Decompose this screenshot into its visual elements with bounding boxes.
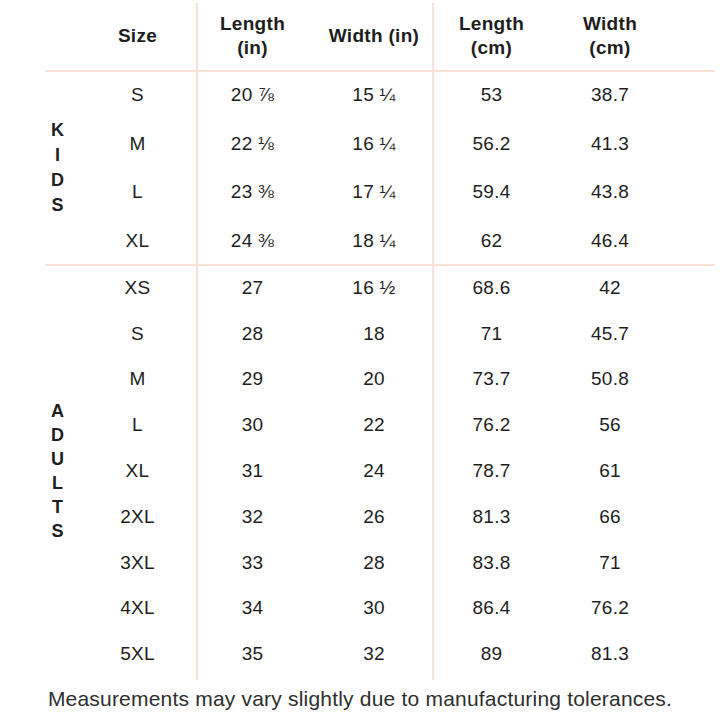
- cell-size: 3XL: [85, 540, 190, 586]
- cell-width-cm: 66: [550, 494, 670, 540]
- cell-width-cm: 50.8: [550, 357, 670, 403]
- cell-length-cm: 83.8: [433, 540, 550, 586]
- cell-length-in: 34: [190, 586, 315, 632]
- cell-length-in: 28: [190, 311, 315, 357]
- column-header-length-in: Length (in): [190, 0, 315, 71]
- cell-size: L: [85, 402, 190, 448]
- cell-width-cm: 46.4: [550, 217, 670, 266]
- cell-size: S: [85, 71, 190, 120]
- cell-length-in: 33: [190, 540, 315, 586]
- cell-length-cm: 81.3: [433, 494, 550, 540]
- cell-width-cm: 76.2: [550, 586, 670, 632]
- cell-width-in: 16 ½: [315, 265, 433, 311]
- cell-length-cm: 71: [433, 311, 550, 357]
- cell-size: 4XL: [85, 586, 190, 632]
- cell-width-cm: 42: [550, 265, 670, 311]
- cell-width-in: 18 ¼: [315, 217, 433, 266]
- cell-width-cm: 45.7: [550, 311, 670, 357]
- cell-width-in: 28: [315, 540, 433, 586]
- cell-size: XL: [85, 217, 190, 266]
- cell-width-cm: 56: [550, 402, 670, 448]
- column-header-size: Size: [85, 0, 190, 71]
- header-corner-spacer: [0, 0, 85, 71]
- cell-size: 5XL: [85, 631, 190, 677]
- cell-length-cm: 89: [433, 631, 550, 677]
- column-header-width-in: Width (in): [315, 0, 433, 71]
- size-chart: Size Length (in) Width (in) Length (cm) …: [0, 0, 720, 720]
- cell-width-cm: 81.3: [550, 631, 670, 677]
- cell-length-cm: 76.2: [433, 402, 550, 448]
- tolerance-note: Measurements may vary slightly due to ma…: [0, 686, 720, 712]
- cell-length-in: 35: [190, 631, 315, 677]
- group-label-adults: A D U L T S: [0, 265, 85, 677]
- cell-length-in: 24 ⅜: [190, 217, 315, 266]
- cell-width-cm: 71: [550, 540, 670, 586]
- cell-width-cm: 61: [550, 448, 670, 494]
- cell-length-in: 32: [190, 494, 315, 540]
- cell-width-in: 18: [315, 311, 433, 357]
- cell-width-in: 30: [315, 586, 433, 632]
- cell-length-cm: 62: [433, 217, 550, 266]
- cell-width-in: 32: [315, 631, 433, 677]
- cell-length-cm: 68.6: [433, 265, 550, 311]
- cell-size: L: [85, 168, 190, 217]
- cell-size: XS: [85, 265, 190, 311]
- cell-width-in: 16 ¼: [315, 120, 433, 169]
- cell-size: M: [85, 120, 190, 169]
- cell-size: S: [85, 311, 190, 357]
- cell-size: 2XL: [85, 494, 190, 540]
- cell-length-cm: 73.7: [433, 357, 550, 403]
- cell-width-in: 26: [315, 494, 433, 540]
- cell-width-cm: 38.7: [550, 71, 670, 120]
- cell-size: M: [85, 357, 190, 403]
- cell-width-in: 20: [315, 357, 433, 403]
- cell-length-cm: 78.7: [433, 448, 550, 494]
- cell-length-in: 20 ⅞: [190, 71, 315, 120]
- cell-width-in: 15 ¼: [315, 71, 433, 120]
- cell-width-in: 22: [315, 402, 433, 448]
- group-label-kids: K I D S: [0, 71, 85, 265]
- size-table-grid: Size Length (in) Width (in) Length (cm) …: [0, 0, 670, 677]
- cell-size: XL: [85, 448, 190, 494]
- cell-length-cm: 53: [433, 71, 550, 120]
- column-header-width-cm: Width (cm): [550, 0, 670, 71]
- cell-length-cm: 86.4: [433, 586, 550, 632]
- cell-length-cm: 59.4: [433, 168, 550, 217]
- cell-length-in: 30: [190, 402, 315, 448]
- cell-length-cm: 56.2: [433, 120, 550, 169]
- cell-width-cm: 43.8: [550, 168, 670, 217]
- cell-length-in: 23 ⅜: [190, 168, 315, 217]
- cell-width-in: 24: [315, 448, 433, 494]
- cell-length-in: 22 ⅛: [190, 120, 315, 169]
- cell-length-in: 29: [190, 357, 315, 403]
- cell-length-in: 31: [190, 448, 315, 494]
- cell-width-cm: 41.3: [550, 120, 670, 169]
- cell-width-in: 17 ¼: [315, 168, 433, 217]
- cell-length-in: 27: [190, 265, 315, 311]
- column-header-length-cm: Length (cm): [433, 0, 550, 71]
